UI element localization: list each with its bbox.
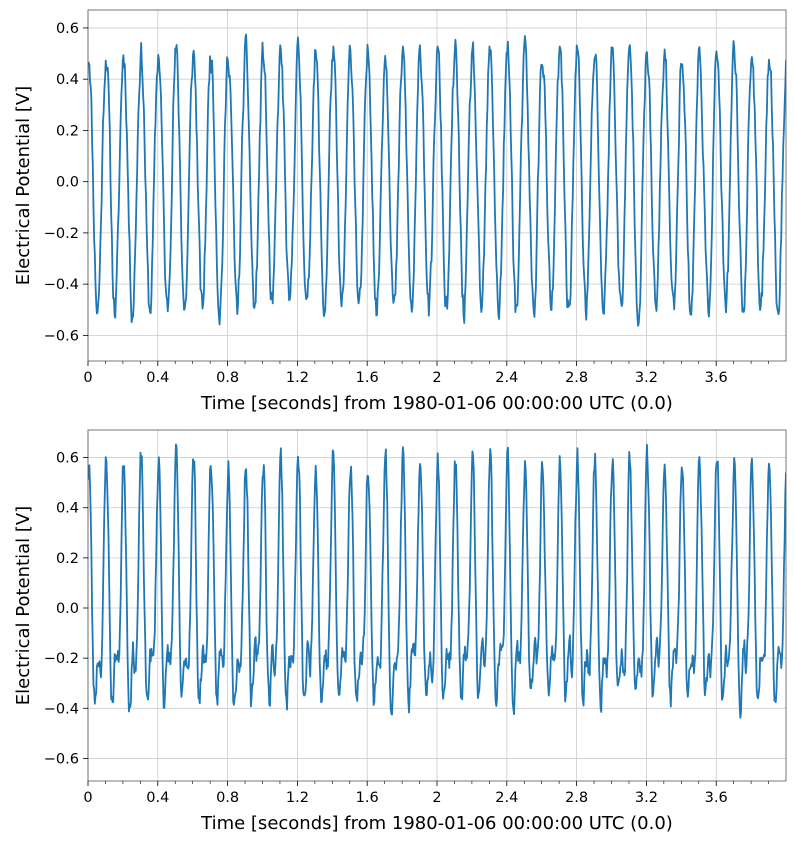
bottom-chart-y-axis-label: Electrical Potential [V] [13, 506, 34, 705]
bottom-chart-x-tick-label: 2.4 [495, 790, 518, 806]
top-chart-x-tick-label: 2 [432, 370, 441, 386]
top-chart-x-tick-label: 1.2 [286, 370, 309, 386]
bottom-chart-x-tick-label: 0.4 [146, 790, 169, 806]
bottom-chart: 0 0.4 0.8 1.2 1.6 2 2.4 2.8 3.2 3.6 −0.6 −0.4 −0.2 0… [13, 429, 787, 834]
bottom-chart-y-tick-label: −0.4 [44, 701, 79, 717]
bottom-chart-x-tick-label: 0 [83, 790, 92, 806]
top-chart-y-tick-label: −0.6 [44, 328, 79, 344]
bottom-chart-x-axis-label: Time [seconds] from 1980-01-06 00:00:00 … [200, 813, 673, 834]
bottom-chart-x-tick-label: 1.2 [286, 790, 309, 806]
top-chart: 0 0.4 0.8 1.2 1.6 2 2.4 2.8 3.2 3.6 −0.6 −0.4 −0.2 0… [13, 9, 787, 414]
bottom-chart-x-ticks: 0 0.4 0.8 1.2 1.6 2 2.4 2.8 3.2 3.6 [83, 781, 769, 806]
top-chart-x-tick-label: 3.6 [705, 370, 728, 386]
bottom-chart-y-tick-label: 0.6 [56, 451, 79, 467]
top-chart-y-tick-label: −0.4 [44, 277, 79, 293]
top-chart-x-axis-label: Time [seconds] from 1980-01-06 00:00:00 … [200, 393, 673, 414]
top-chart-x-tick-label: 2.4 [495, 370, 518, 386]
bottom-chart-x-tick-label: 0.8 [216, 790, 239, 806]
top-chart-y-tick-label: 0.2 [56, 123, 79, 139]
bottom-chart-x-tick-label: 3.6 [705, 790, 728, 806]
top-chart-y-tick-label: 0.0 [56, 175, 79, 191]
top-chart-y-tick-label: 0.4 [56, 72, 79, 88]
bottom-chart-y-tick-label: 0.4 [56, 501, 79, 517]
top-chart-x-tick-label: 0 [83, 370, 92, 386]
top-chart-y-tick-label: −0.2 [44, 226, 79, 242]
bottom-chart-x-tick-label: 2 [432, 790, 441, 806]
top-chart-x-tick-label: 0.4 [146, 370, 169, 386]
bottom-chart-y-tick-label: −0.2 [44, 651, 79, 667]
bottom-chart-y-tick-label: 0.0 [56, 601, 79, 617]
bottom-chart-x-tick-label: 2.8 [565, 790, 588, 806]
bottom-chart-y-ticks: −0.6 −0.4 −0.2 0.0 0.2 0.4 0.6 [44, 451, 88, 767]
top-chart-x-ticks: 0 0.4 0.8 1.2 1.6 2 2.4 2.8 3.2 3.6 [83, 361, 769, 386]
bottom-chart-y-tick-label: −0.6 [44, 751, 79, 767]
bottom-chart-series-line [88, 443, 786, 719]
top-chart-x-tick-label: 1.6 [356, 370, 379, 386]
bottom-chart-series [88, 443, 786, 719]
top-chart-x-tick-label: 3.2 [635, 370, 658, 386]
top-chart-y-axis-label: Electrical Potential [V] [13, 86, 34, 285]
top-chart-x-tick-label: 0.8 [216, 370, 239, 386]
top-chart-series [88, 33, 786, 327]
bottom-chart-x-tick-label: 3.2 [635, 790, 658, 806]
top-chart-y-tick-label: 0.6 [56, 21, 79, 37]
top-chart-series-line [88, 33, 786, 327]
bottom-chart-x-tick-label: 1.6 [356, 790, 379, 806]
top-chart-y-ticks: −0.6 −0.4 −0.2 0.0 0.2 0.4 0.6 [44, 21, 88, 344]
top-chart-x-tick-label: 2.8 [565, 370, 588, 386]
bottom-chart-y-tick-label: 0.2 [56, 551, 79, 567]
